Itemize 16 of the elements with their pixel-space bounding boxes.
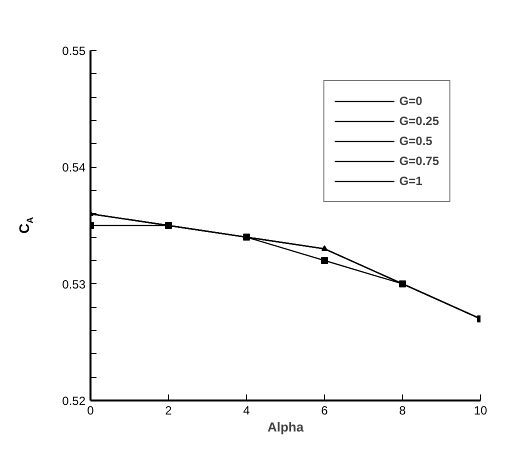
y-tick-label: 0.52 [62,394,86,408]
legend-label: G=0 [399,94,422,108]
x-tick-label: 6 [321,404,328,418]
x-axis-title: Alpha [267,420,304,434]
legend-label: G=0.5 [399,134,432,148]
legend-label: G=0.25 [399,114,439,128]
y-tick-label: 0.53 [62,277,86,292]
legend-label: G=0.75 [399,154,439,168]
x-tick-label: 2 [165,404,172,418]
y-tick-label: 0.54 [62,160,86,175]
x-tick-label: 10 [474,404,488,418]
x-tick-label: 4 [243,404,250,418]
x-tick-label: 0 [87,404,94,418]
x-tick-label: 8 [399,404,406,418]
legend-label: G=1 [399,174,422,188]
y-tick-label: 0.55 [62,44,86,58]
